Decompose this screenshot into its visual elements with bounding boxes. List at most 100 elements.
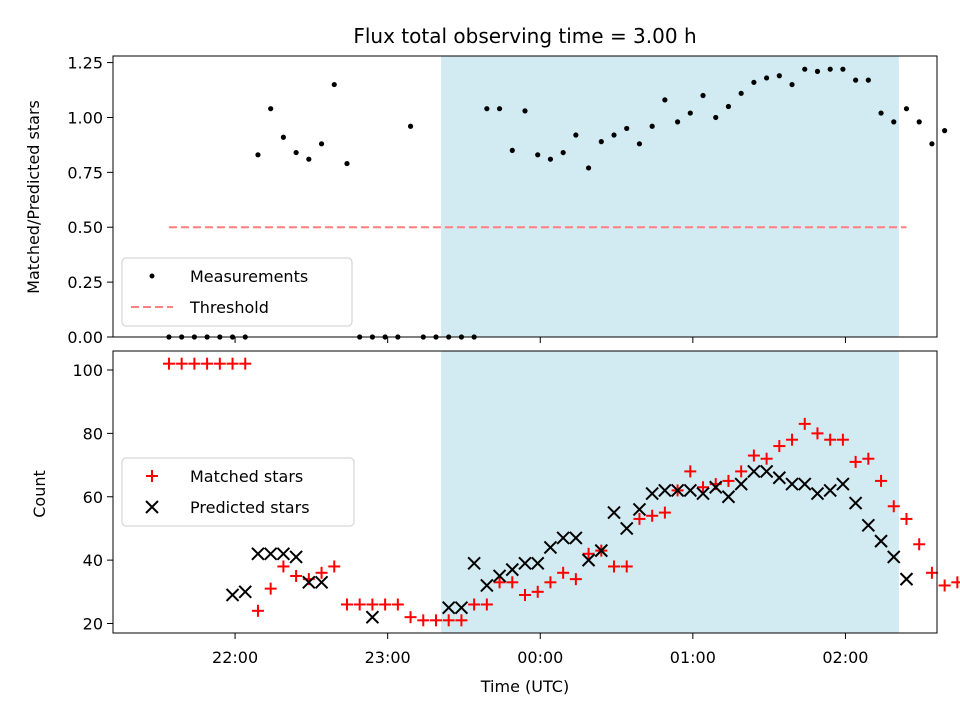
predicted-star-point — [263, 547, 278, 561]
matched-star-point — [887, 500, 900, 513]
y-tick-label: 80 — [83, 424, 103, 443]
measurement-point — [827, 66, 833, 72]
y-tick-label: 1.00 — [67, 108, 103, 127]
measurement-point — [700, 92, 706, 99]
measurement-point — [802, 66, 808, 72]
measurement-point — [878, 110, 884, 116]
predicted-star-point — [225, 588, 240, 602]
predicted-star-point — [441, 600, 456, 615]
matched-star-point — [569, 573, 582, 586]
legend-matched-label: Matched stars — [190, 467, 303, 486]
bottom-axes-frame — [112, 350, 938, 634]
matched-star-point — [875, 474, 888, 487]
top-legend: Measurements Threshold — [121, 257, 353, 327]
predicted-star-point — [759, 464, 774, 479]
predicted-star-point — [785, 477, 799, 491]
matched-star-point — [798, 417, 811, 430]
measurement-point — [344, 160, 350, 167]
measurement-point — [293, 149, 299, 156]
measurement-point — [674, 119, 681, 125]
measurement-point — [916, 119, 922, 125]
legend-matched-marker — [146, 470, 158, 482]
legend-measurements-label: Measurements — [190, 267, 308, 286]
matched-star-point — [442, 614, 455, 627]
predicted-star-point — [645, 486, 659, 501]
predicted-star-point — [632, 502, 647, 517]
measurement-point — [255, 152, 261, 158]
matched-star-point — [468, 598, 481, 611]
legend-predicted-label: Predicted stars — [190, 498, 310, 517]
matched-star-point — [277, 560, 290, 573]
matched-star-point — [264, 582, 277, 595]
bottom-panel: 20 40 60 80 100 Count Matched stars Predicte… — [30, 350, 960, 634]
measurement-point — [547, 156, 554, 162]
matched-star-point — [913, 538, 926, 551]
predicted-star-point — [276, 547, 291, 561]
matched-star-point — [633, 512, 646, 525]
measurement-point — [764, 75, 770, 81]
top-axes-frame — [112, 55, 938, 338]
matched-star-point — [862, 452, 875, 465]
matched-star-point — [429, 614, 442, 627]
measurement-point — [662, 97, 668, 103]
measurement-point — [853, 77, 859, 83]
predicted-star-point — [594, 543, 609, 558]
top-y-axis-label: Matched/Predicted stars — [24, 100, 43, 294]
measurement-point — [624, 125, 630, 132]
matched-star-point — [175, 357, 188, 370]
predicted-star-point — [899, 572, 914, 586]
x-tick-label: 01:00 — [670, 648, 716, 667]
measurement-point — [814, 68, 821, 74]
bottom-y-ticks: 20 40 60 80 100 — [72, 361, 113, 633]
measurement-point — [929, 141, 935, 147]
predicted-star-point — [620, 521, 634, 536]
predicted-star-point — [823, 483, 837, 498]
measurement-point — [687, 110, 693, 116]
measurement-point — [484, 106, 490, 112]
legend-threshold-label: Threshold — [189, 298, 269, 317]
y-tick-label: 40 — [83, 551, 103, 570]
predicted-star-point — [289, 550, 303, 564]
measurement-point — [509, 147, 515, 153]
predicted-star-point — [747, 464, 761, 479]
matched-star-point — [366, 598, 379, 611]
predicted-star-point — [836, 477, 850, 491]
x-tick-label: 00:00 — [517, 648, 563, 667]
measurement-point — [535, 152, 541, 158]
matched-star-point — [925, 566, 938, 579]
measurement-point — [649, 123, 655, 129]
matched-star-point — [608, 560, 621, 573]
y-tick-label: 20 — [83, 614, 103, 633]
y-tick-label: 1.25 — [67, 54, 103, 73]
predicted-star-point — [861, 518, 876, 532]
measurement-point — [585, 165, 592, 171]
measurement-point — [751, 79, 757, 85]
legend-measurements-marker — [149, 273, 155, 279]
measurement-point — [611, 132, 617, 138]
matched-star-point — [162, 357, 175, 370]
measurement-point — [573, 132, 579, 138]
bottom-plot-marks — [162, 357, 960, 627]
matched-star-point — [417, 614, 430, 627]
measurement-point — [407, 123, 414, 129]
predicted-star-point — [365, 610, 380, 624]
measurement-point — [522, 108, 528, 114]
measurement-point — [865, 77, 871, 83]
matched-star-point — [353, 598, 366, 611]
predicted-star-point — [696, 486, 710, 501]
predicted-star-point — [454, 600, 469, 615]
predicted-star-point — [887, 550, 901, 564]
matched-star-point — [404, 611, 417, 624]
x-tick-label: 23:00 — [365, 648, 411, 667]
matched-star-point — [684, 465, 697, 478]
predicted-star-point — [531, 556, 545, 570]
measurement-point — [903, 106, 910, 112]
matched-star-point — [722, 474, 735, 487]
predicted-star-point — [518, 556, 532, 570]
measurement-point — [789, 81, 795, 88]
measurement-point — [840, 66, 846, 72]
predicted-star-point — [251, 547, 265, 561]
y-tick-label: 0.50 — [67, 218, 103, 237]
predicted-star-point — [543, 540, 558, 555]
top-plot-marks — [166, 66, 948, 340]
